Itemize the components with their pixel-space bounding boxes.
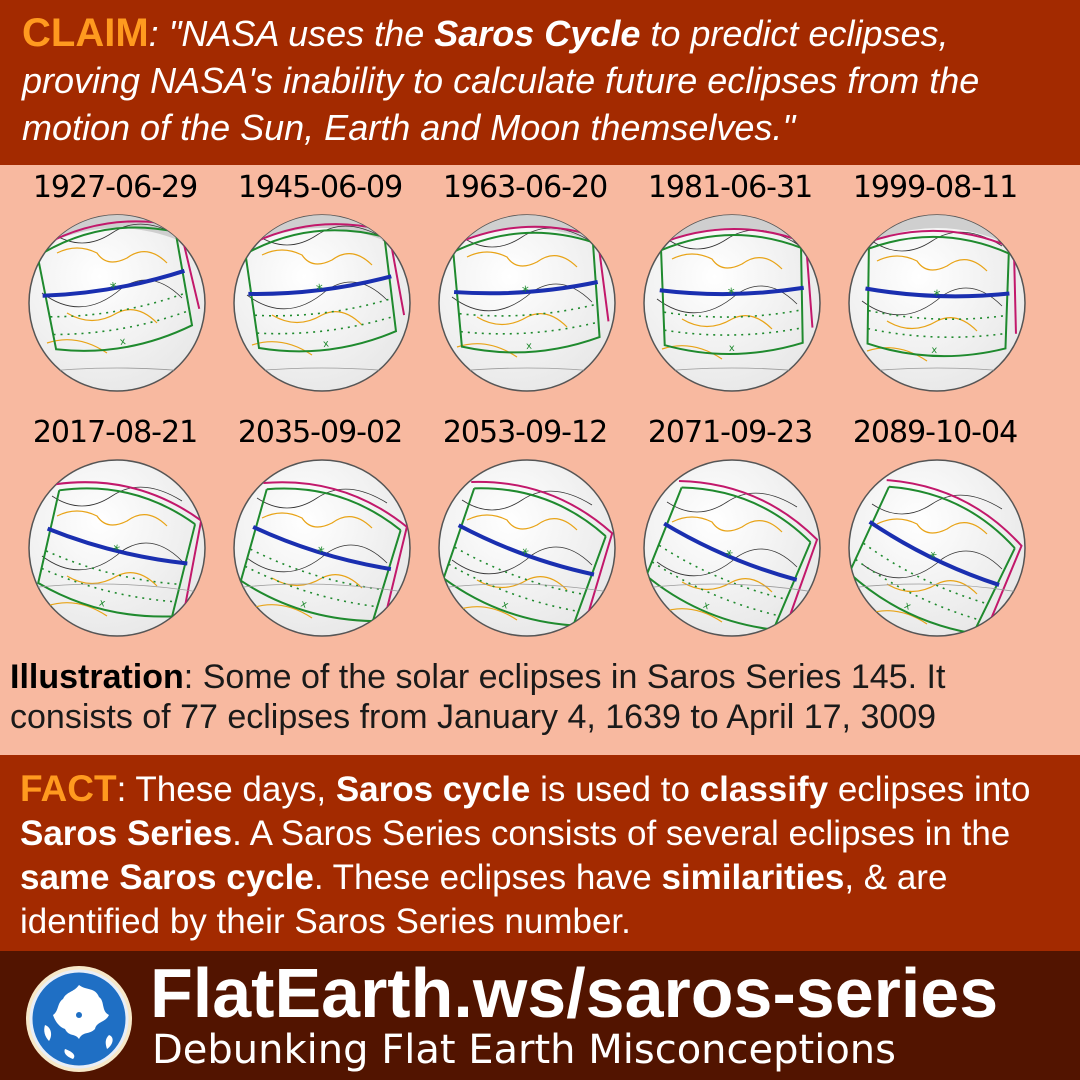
eclipse-path-globe: *x [28, 214, 206, 392]
eclipse-cell: 1945-06-09 * x [215, 165, 425, 410]
claim-text: CLAIM: "NASA uses the Saros Cycle to pre… [22, 11, 980, 148]
eclipse-cell: 2071-09-23 * x [625, 410, 835, 655]
eclipse-date: 2089-10-04 [852, 415, 1018, 450]
svg-text:*: * [315, 282, 324, 299]
svg-text:x: x [931, 345, 937, 356]
svg-text:*: * [728, 286, 735, 302]
eclipse-path-globe: *x [233, 214, 411, 392]
svg-text:x: x [701, 600, 711, 612]
fact-label: FACT [20, 768, 117, 809]
claim-banner: CLAIM: "NASA uses the Saros Cycle to pre… [0, 0, 1080, 165]
eclipse-path-globe: *x [438, 214, 616, 392]
svg-text:*: * [933, 288, 941, 304]
site-url[interactable]: FlatEarth.ws/saros-series [150, 954, 999, 1032]
eclipse-cell: 1963-06-20 * x [420, 165, 630, 410]
fact-text: FACT: These days, Saros cycle is used to… [20, 768, 1031, 941]
eclipse-path-globe: *x [643, 459, 821, 637]
svg-text:*: * [522, 284, 530, 300]
eclipse-path-globe: *x [28, 459, 206, 637]
eclipse-path-globe: *x [848, 459, 1026, 637]
svg-text:*: * [314, 544, 325, 561]
eclipse-date: 1963-06-20 [442, 170, 608, 205]
eclipse-cell: 1981-06-31 * x [625, 165, 835, 410]
svg-text:x: x [299, 598, 308, 610]
eclipse-cell: 2053-09-12 * x [420, 410, 630, 655]
eclipse-path-globe: *x [848, 214, 1026, 392]
eclipse-illustration: 1927-06-29 * x 1945-06-09 * x 1963-06-20 * x 1981… [0, 165, 1080, 755]
svg-text:x: x [119, 336, 127, 348]
eclipse-date: 1981-06-31 [647, 170, 813, 205]
footer-bar: FlatEarth.ws/saros-series Debunking Flat… [0, 951, 1080, 1080]
eclipse-cell: 1999-08-11 * x [830, 165, 1040, 410]
eclipse-date: 2017-08-21 [32, 415, 198, 450]
eclipse-cell: 2017-08-21 * x [10, 410, 220, 655]
svg-text:x: x [526, 341, 533, 352]
eclipse-path-globe: *x [438, 459, 616, 637]
eclipse-path-globe: *x [643, 214, 821, 392]
svg-text:x: x [322, 338, 329, 350]
eclipse-date: 1927-06-29 [32, 170, 198, 205]
globe-logo-icon [26, 966, 132, 1072]
svg-text:x: x [98, 597, 106, 609]
eclipse-date: 2071-09-23 [647, 415, 813, 450]
eclipse-date: 2053-09-12 [442, 415, 608, 450]
svg-text:*: * [109, 280, 119, 297]
claim-label: CLAIM [22, 11, 149, 55]
site-tagline: Debunking Flat Earth Misconceptions [152, 1027, 896, 1073]
eclipse-cell: 1927-06-29 * x [10, 165, 220, 410]
fact-banner: FACT: These days, Saros cycle is used to… [0, 755, 1080, 951]
svg-text:x: x [729, 343, 735, 354]
svg-text:*: * [110, 542, 121, 559]
eclipse-path-globe: *x [233, 459, 411, 637]
eclipse-date: 1999-08-11 [852, 170, 1018, 205]
eclipse-date: 1945-06-09 [237, 170, 403, 205]
eclipse-cell: 2035-09-02 * x [215, 410, 425, 655]
eclipse-date: 2035-09-02 [237, 415, 403, 450]
caption-label: Illustration [10, 658, 184, 696]
eclipse-cell: 2089-10-04 * x [830, 410, 1040, 655]
svg-text:x: x [500, 599, 509, 611]
illustration-caption: Illustration: Some of the solar eclipses… [10, 658, 946, 736]
svg-text:x: x [902, 600, 912, 613]
